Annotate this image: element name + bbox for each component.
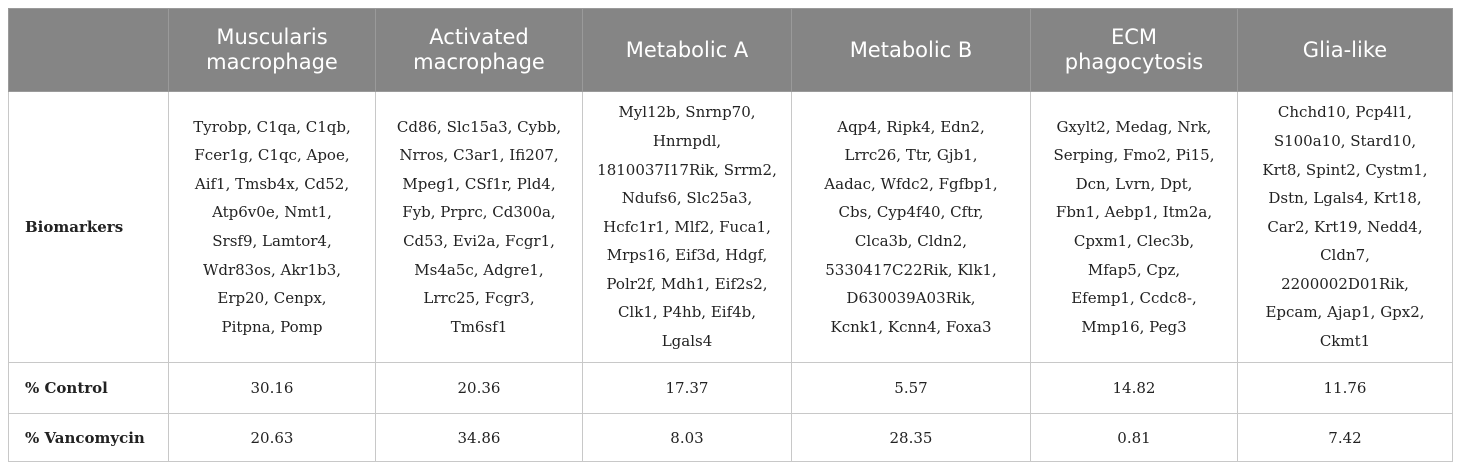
row-label: Biomarkers xyxy=(8,91,169,363)
biomarker-line: Kcnk1, Kcnn4, Foxa3 xyxy=(830,317,992,336)
biomarker-table: Muscularis macrophage Activated macrophag… xyxy=(8,8,1453,462)
row-label: % Vancomycin xyxy=(8,413,169,462)
table-row: Biomarkers Tyrobp, C1qa, C1qb, Fcer1g, C1q… xyxy=(8,91,1453,363)
biomarker-line: 5330417C22Rik, Klk1, xyxy=(825,260,997,279)
biomarker-line: Aadac, Wfdc2, Fgfbp1, xyxy=(824,174,998,193)
biomarker-line: Ms4a5c, Adgre1, xyxy=(414,260,544,279)
biomarker-line: Chchd10, Pcp4l1, xyxy=(1277,103,1413,122)
biomarker-line: Fcer1g, C1qc, Apoe, xyxy=(194,146,350,165)
biomarker-line: Dcn, Lvrn, Dpt, xyxy=(1075,174,1193,193)
biomarker-line: Myl12b, Snrnp70, xyxy=(618,103,756,122)
biomarker-line: 2200002D01Rik, xyxy=(1281,274,1409,293)
biomarker-line: Ckmt1 xyxy=(1319,332,1371,351)
biomarker-line: Atp6v0e, Nmt1, xyxy=(212,203,332,222)
biomarker-line: Wdr83os, Akr1b3, xyxy=(202,260,342,279)
biomarker-line: Serping, Fmo2, Pi15, xyxy=(1053,146,1215,165)
biomarker-line: Gxylt2, Medag, Nrk, xyxy=(1056,117,1212,136)
percent-cell: 8.03 xyxy=(582,413,792,462)
biomarker-line: Tm6sf1 xyxy=(450,317,508,336)
biomarker-line: S100a10, Stard10, xyxy=(1273,131,1417,150)
biomarker-line: Krt8, Spint2, Cystm1, xyxy=(1262,160,1428,179)
percent-cell: 34.86 xyxy=(375,413,583,462)
biomarker-line: Mmp16, Peg3 xyxy=(1081,317,1187,336)
column-header: Muscularis macrophage xyxy=(168,8,376,92)
biomarker-line: Dstn, Lgals4, Krt18, xyxy=(1268,189,1422,208)
table-body: Biomarkers Tyrobp, C1qa, C1qb, Fcer1g, C1q… xyxy=(8,91,1453,462)
percent-cell: 17.37 xyxy=(582,362,792,414)
biomarker-cell: Chchd10, Pcp4l1, S100a10, Stard10, Krt8, S… xyxy=(1237,91,1453,363)
biomarker-line: Lrrc25, Fcgr3, xyxy=(423,289,535,308)
biomarker-line: Cpxm1, Clec3b, xyxy=(1073,232,1195,250)
percent-cell: 5.57 xyxy=(791,362,1031,414)
biomarker-cell: Myl12b, Snrnp70, Hnrnpdl, 1810037I17Rik, S… xyxy=(582,91,792,363)
percent-cell: 14.82 xyxy=(1030,362,1238,414)
column-title: Muscularis macrophage xyxy=(206,25,338,74)
column-header: Activated macrophage xyxy=(375,8,583,92)
column-header: ECM phagocytosis xyxy=(1030,8,1238,92)
percent-cell: 20.63 xyxy=(168,413,376,462)
biomarker-line: Hnrnpdl, xyxy=(652,131,722,150)
biomarker-line: Nrros, C3ar1, Ifi207, xyxy=(399,146,559,165)
column-title: Activated macrophage xyxy=(413,25,545,74)
biomarker-line: Ndufs6, Slc25a3, xyxy=(621,189,753,208)
biomarker-line: Clca3b, Cldn2, xyxy=(854,232,968,250)
biomarker-line: Car2, Krt19, Nedd4, xyxy=(1267,217,1423,236)
biomarker-cell: Cd86, Slc15a3, Cybb, Nrros, C3ar1, Ifi207… xyxy=(375,91,583,363)
biomarker-line: Fbn1, Aebp1, Itm2a, xyxy=(1055,203,1213,222)
biomarker-line: Erp20, Cenpx, xyxy=(217,289,327,308)
biomarker-line: D630039A03Rik, xyxy=(846,289,976,308)
column-title: Metabolic A xyxy=(625,37,749,62)
biomarker-line: Pitpna, Pomp xyxy=(221,317,323,336)
biomarker-line: Aqp4, Ripk4, Edn2, xyxy=(837,117,985,136)
biomarker-line: 1810037I17Rik, Srrm2, xyxy=(597,160,777,179)
percent-cell: 0.81 xyxy=(1030,413,1238,462)
header-row: Muscularis macrophage Activated macrophag… xyxy=(8,8,1453,92)
biomarker-line: Cd53, Evi2a, Fcgr1, xyxy=(403,232,555,250)
biomarker-line: Aif1, Tmsb4x, Cd52, xyxy=(194,174,350,193)
table-row: % Vancomycin 20.63 34.86 8.03 28.35 0.81 7.42 xyxy=(8,413,1453,462)
column-title: Metabolic B xyxy=(849,37,973,62)
biomarker-line: Cldn7, xyxy=(1320,246,1370,265)
column-header: Metabolic A xyxy=(582,8,792,92)
biomarker-line: Mpeg1, CSf1r, Pld4, xyxy=(402,174,556,193)
percent-cell: 30.16 xyxy=(168,362,376,414)
column-header: Metabolic B xyxy=(791,8,1031,92)
biomarker-cell: Tyrobp, C1qa, C1qb, Fcer1g, C1qc, Apoe, Ai… xyxy=(168,91,376,363)
row-label: % Control xyxy=(8,362,169,414)
column-title: Glia-like xyxy=(1302,37,1388,62)
percent-cell: 11.76 xyxy=(1237,362,1453,414)
biomarker-line: Efemp1, Ccdc8-, xyxy=(1071,289,1197,308)
biomarker-cell: Aqp4, Ripk4, Edn2, Lrrc26, Ttr, Gjb1, Aada… xyxy=(791,91,1031,363)
biomarker-line: Epcam, Ajap1, Gpx2, xyxy=(1265,303,1425,322)
corner-cell xyxy=(8,8,169,92)
biomarker-line: Clk1, P4hb, Eif4b, xyxy=(617,303,757,322)
biomarker-cell: Gxylt2, Medag, Nrk, Serping, Fmo2, Pi15, D… xyxy=(1030,91,1238,363)
biomarker-line: Hcfc1r1, Mlf2, Fuca1, xyxy=(603,217,771,236)
biomarker-line: Mfap5, Cpz, xyxy=(1087,260,1181,279)
biomarker-line: Lrrc26, Ttr, Gjb1, xyxy=(844,146,978,165)
biomarker-line: Srsf9, Lamtor4, xyxy=(212,232,332,250)
percent-cell: 20.36 xyxy=(375,362,583,414)
biomarker-line: Tyrobp, C1qa, C1qb, xyxy=(193,117,351,136)
biomarker-line: Cbs, Cyp4f40, Cftr, xyxy=(838,203,984,222)
biomarker-line: Lgals4 xyxy=(661,332,713,351)
table-row: % Control 30.16 20.36 17.37 5.57 14.82 11.76 xyxy=(8,362,1453,414)
biomarker-line: Mrps16, Eif3d, Hdgf, xyxy=(606,246,768,265)
column-header: Glia-like xyxy=(1237,8,1453,92)
biomarker-line: Polr2f, Mdh1, Eif2s2, xyxy=(606,274,768,293)
column-title: ECM phagocytosis xyxy=(1064,25,1204,74)
percent-cell: 28.35 xyxy=(791,413,1031,462)
percent-cell: 7.42 xyxy=(1237,413,1453,462)
biomarker-line: Fyb, Prprc, Cd300a, xyxy=(402,203,556,222)
biomarker-line: Cd86, Slc15a3, Cybb, xyxy=(396,117,562,136)
